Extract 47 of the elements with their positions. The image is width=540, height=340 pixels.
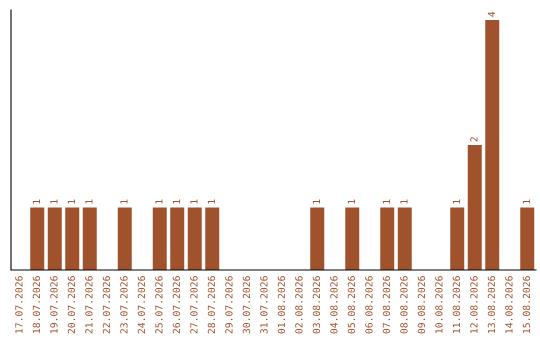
x-tick-label: 21.07.2026 bbox=[85, 276, 93, 334]
x-tick-label: 08.08.2026 bbox=[400, 276, 408, 334]
x-tick-label: 13.08.2026 bbox=[488, 276, 496, 333]
data-label: 1 bbox=[452, 200, 460, 204]
x-tick-label: 03.08.2026 bbox=[312, 276, 320, 334]
x-tick-label: 07.08.2026 bbox=[382, 276, 390, 334]
x-tick-label: 30.07.2026 bbox=[242, 276, 250, 334]
data-label: 1 bbox=[312, 200, 320, 204]
x-tick-label: 09.08.2026 bbox=[418, 276, 426, 334]
data-label: 1 bbox=[120, 200, 128, 204]
x-tick-label: 22.07.2026 bbox=[102, 276, 110, 334]
x-tick-label: 15.08.2026 bbox=[522, 276, 530, 333]
data-label: 4 bbox=[488, 12, 495, 17]
x-tick-label: 04.08.2026 bbox=[330, 276, 338, 334]
x-tick-label: 29.07.2026 bbox=[225, 276, 233, 334]
x-tick-label: 23.07.2026 bbox=[120, 276, 128, 334]
x-tick-label: 26.07.2026 bbox=[172, 276, 180, 334]
x-tick-label: 10.08.2026 bbox=[435, 276, 443, 333]
x-tick-label: 18.07.2026 bbox=[32, 276, 40, 333]
data-label: 1 bbox=[155, 200, 162, 204]
data-label: 1 bbox=[348, 200, 355, 204]
data-label: 1 bbox=[85, 200, 92, 204]
data-label: 1 bbox=[172, 200, 180, 204]
x-tick-label: 14.08.2026 bbox=[505, 276, 513, 333]
data-label: 1 bbox=[32, 200, 40, 204]
data-label: 1 bbox=[208, 200, 215, 204]
data-label: 1 bbox=[190, 200, 198, 204]
x-tick-label: 31.07.2026 bbox=[260, 276, 268, 334]
x-tick-label: 19.07.2026 bbox=[50, 276, 58, 333]
x-tick-label: 01.08.2026 bbox=[278, 276, 286, 334]
data-label: 2 bbox=[470, 137, 478, 142]
x-tick-label: 28.07.2026 bbox=[208, 276, 216, 334]
x-tick-label: 25.07.2026 bbox=[155, 276, 163, 334]
x-tick-label: 06.08.2026 bbox=[365, 276, 373, 334]
data-label: 1 bbox=[382, 200, 390, 204]
x-tick-label: 11.08.2026 bbox=[452, 276, 460, 333]
x-tick-label: 05.08.2026 bbox=[348, 276, 356, 334]
data-label: 1 bbox=[400, 200, 408, 204]
x-tick-label: 17.07.2026 bbox=[15, 276, 23, 333]
data-label: 1 bbox=[522, 200, 530, 204]
data-label: 1 bbox=[50, 200, 58, 204]
x-tick-label: 20.07.2026 bbox=[68, 276, 76, 334]
x-tick-label: 12.08.2026 bbox=[470, 276, 478, 333]
x-tick-label: 27.07.2026 bbox=[190, 276, 198, 334]
x-tick-label: 02.08.2026 bbox=[295, 276, 303, 334]
data-label: 1 bbox=[68, 200, 75, 204]
x-tick-label: 24.07.2026 bbox=[138, 276, 146, 334]
